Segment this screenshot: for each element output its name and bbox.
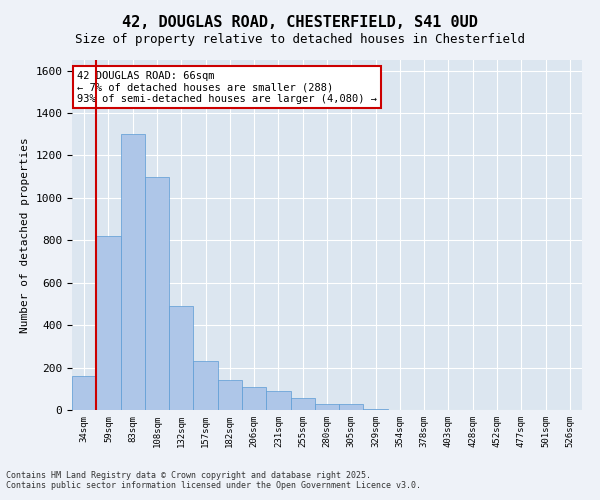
Bar — [266, 391, 290, 410]
Bar — [364, 409, 388, 410]
Bar — [242, 386, 266, 410]
Bar — [315, 404, 339, 410]
Bar — [169, 306, 193, 410]
Y-axis label: Number of detached properties: Number of detached properties — [20, 137, 30, 333]
Text: Size of property relative to detached houses in Chesterfield: Size of property relative to detached ho… — [75, 32, 525, 46]
Bar — [121, 134, 145, 410]
Text: Contains HM Land Registry data © Crown copyright and database right 2025.
Contai: Contains HM Land Registry data © Crown c… — [6, 470, 421, 490]
Bar — [145, 176, 169, 410]
Bar — [290, 398, 315, 410]
Bar — [193, 361, 218, 410]
Bar — [218, 380, 242, 410]
Bar — [96, 236, 121, 410]
Text: 42, DOUGLAS ROAD, CHESTERFIELD, S41 0UD: 42, DOUGLAS ROAD, CHESTERFIELD, S41 0UD — [122, 15, 478, 30]
Bar — [339, 404, 364, 410]
Text: 42 DOUGLAS ROAD: 66sqm
← 7% of detached houses are smaller (288)
93% of semi-det: 42 DOUGLAS ROAD: 66sqm ← 7% of detached … — [77, 70, 377, 104]
Bar — [72, 376, 96, 410]
